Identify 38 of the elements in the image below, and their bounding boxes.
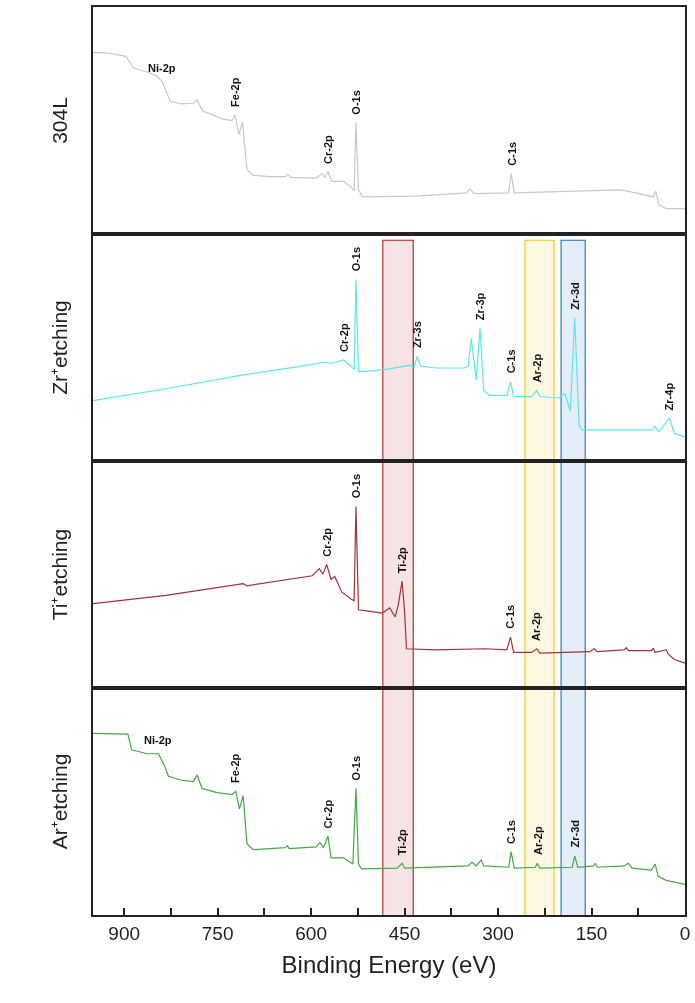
annotation: Ar-2p [531,826,544,856]
annotation: Zr-3d [568,282,581,310]
annotation: Zr-4p [663,382,676,411]
annotation: Fe-2p [229,753,242,784]
annotation: Ti-2p [395,828,408,856]
annotation: Zr-3s [410,321,423,349]
y-axis-title: Ar⁺etching [47,753,71,850]
y-axis-title: Ti⁺etching [47,528,71,621]
y-axis-title: Zr⁺etching [47,300,71,395]
x-tick-label: 300 [482,922,514,944]
y-axis-title: 304L [47,97,71,144]
annotation: C-1s [504,349,517,374]
annotation: O-1s [349,473,362,499]
annotation: Ni-2p [144,734,172,746]
annotation: Ar-2p [530,353,543,383]
x-tick-label: 750 [201,922,234,944]
x-tick-label: 0 [679,922,691,944]
annotation: O-1s [349,246,362,272]
annotation: C-1s [504,604,517,629]
annotation: O-1s [350,90,363,115]
annotation: Ti-2p [395,546,408,574]
annotation: Ni-2p [148,62,176,74]
annotation: Ar-2p [530,611,543,641]
annotation: Cr-2p [320,527,333,557]
annotation: C-1s [505,820,518,844]
annotation: Zr-3d [568,820,581,848]
annotation: Fe-2p [229,77,242,107]
annotation: Zr-3p [473,292,486,321]
annotation: Cr-2p [337,323,350,353]
annotation: C-1s [505,141,518,166]
x-tick-label: 600 [295,922,327,944]
annotation: Cr-2p [321,134,334,164]
x-axis-title: Binding Energy (eV) [281,951,497,979]
x-tick-label: 150 [575,922,608,944]
annotation: O-1s [349,755,362,781]
x-tick-label: 450 [388,922,421,944]
annotation: Cr-2p [322,799,335,829]
x-tick-label: 900 [108,922,141,944]
